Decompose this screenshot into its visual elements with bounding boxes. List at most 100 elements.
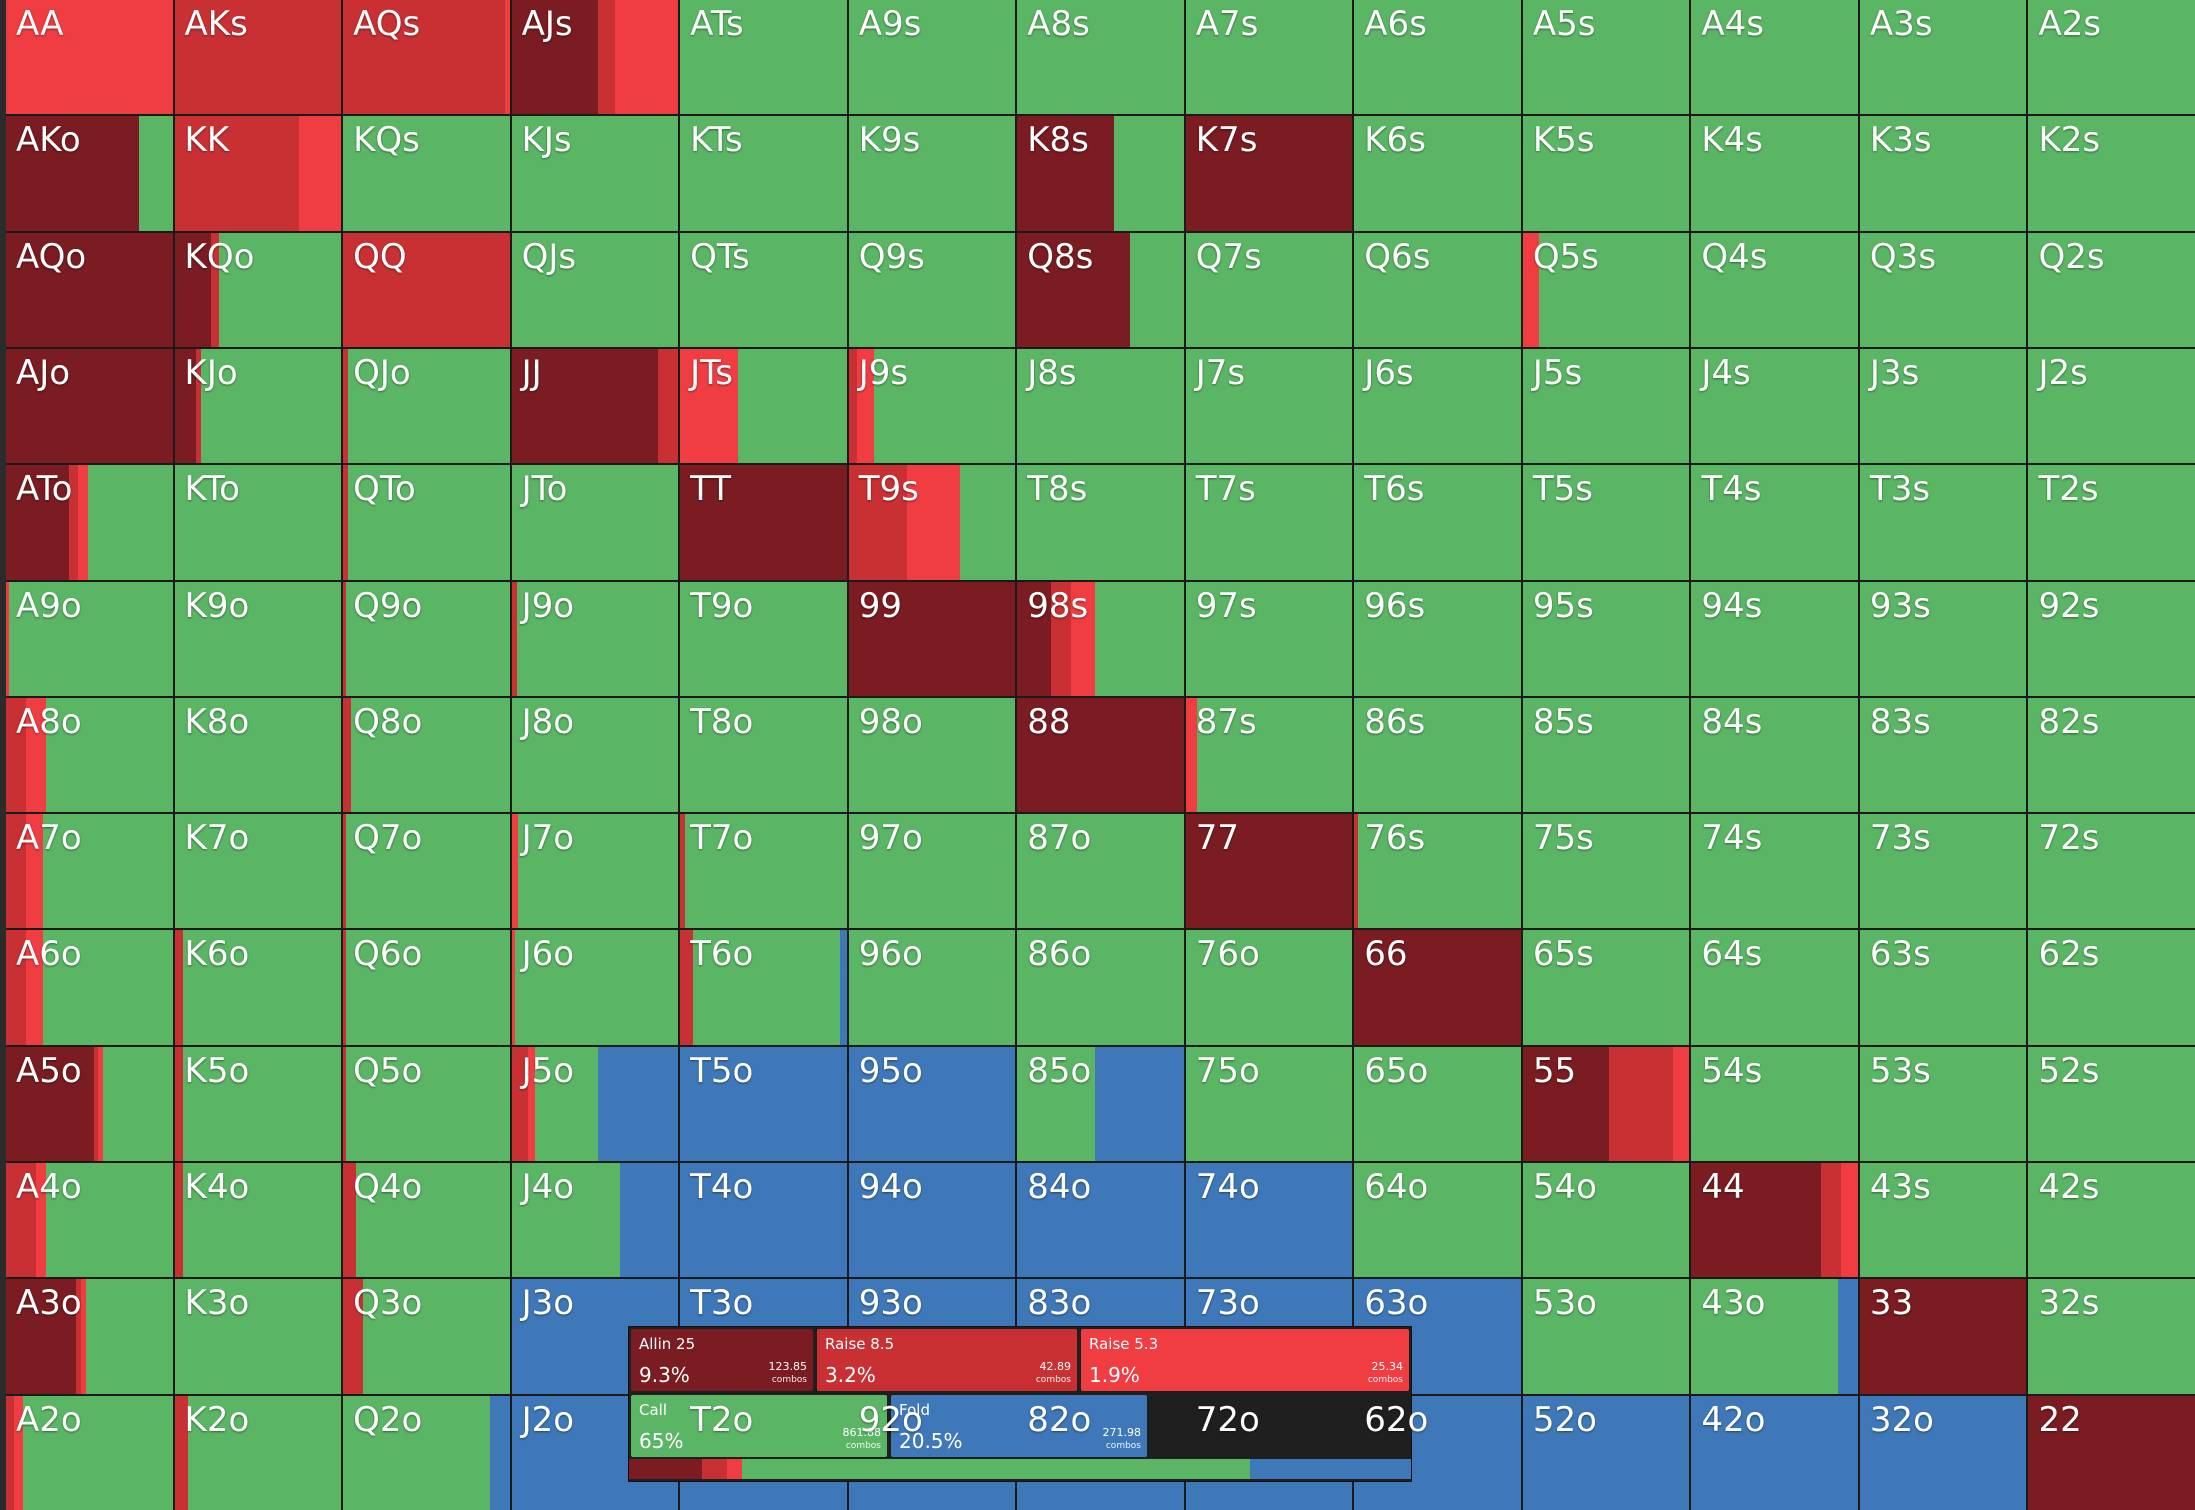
hand-cell[interactable]: 42o bbox=[1691, 1395, 1858, 1510]
hand-cell[interactable]: T6o bbox=[680, 930, 847, 1045]
hand-cell[interactable]: J8s bbox=[1017, 348, 1184, 464]
hand-cell[interactable]: 52s bbox=[2028, 1046, 2195, 1162]
hand-cell[interactable]: 43o bbox=[1691, 1279, 1858, 1394]
hand-cell[interactable]: 77 bbox=[1185, 814, 1353, 929]
hand-cell[interactable]: J5o bbox=[511, 1046, 679, 1162]
hand-cell[interactable]: 64s bbox=[1691, 930, 1858, 1045]
hand-cell[interactable]: KJo bbox=[174, 348, 342, 464]
hand-cell[interactable]: T5o bbox=[680, 1046, 847, 1162]
hand-cell[interactable]: 32o bbox=[1859, 1395, 2027, 1510]
hand-cell[interactable]: KK bbox=[174, 116, 342, 231]
hand-cell[interactable]: 76s bbox=[1354, 814, 1521, 929]
hand-cell[interactable]: 86o bbox=[1017, 930, 1184, 1045]
hand-cell[interactable]: 95o bbox=[848, 1046, 1016, 1162]
hand-cell[interactable]: 94o bbox=[848, 1163, 1016, 1278]
hand-cell[interactable]: Q2s bbox=[2028, 232, 2195, 347]
hand-cell[interactable]: 87s bbox=[1185, 697, 1353, 813]
hand-cell[interactable]: 96s bbox=[1354, 581, 1521, 696]
hand-cell[interactable]: 96o bbox=[848, 930, 1016, 1045]
hand-cell[interactable]: 52o bbox=[1522, 1395, 1690, 1510]
hand-cell[interactable]: 84s bbox=[1691, 697, 1858, 813]
hand-cell[interactable]: QTo bbox=[343, 465, 510, 580]
hand-cell[interactable]: 86s bbox=[1354, 697, 1521, 813]
hand-cell[interactable]: 22 bbox=[2028, 1395, 2195, 1510]
hand-cell[interactable]: K7s bbox=[1185, 116, 1353, 231]
hand-cell[interactable]: K6s bbox=[1354, 116, 1521, 231]
hand-cell[interactable]: ATs bbox=[680, 0, 847, 115]
hand-cell[interactable]: 75o bbox=[1185, 1046, 1353, 1162]
hand-cell[interactable]: T4s bbox=[1691, 465, 1858, 580]
hand-cell[interactable]: 95s bbox=[1522, 581, 1690, 696]
hand-cell[interactable]: 98o bbox=[848, 697, 1016, 813]
hand-cell[interactable]: QQ bbox=[343, 232, 510, 347]
hand-cell[interactable]: 97s bbox=[1185, 581, 1353, 696]
hand-cell[interactable]: 84o bbox=[1017, 1163, 1184, 1278]
hand-cell[interactable]: T3s bbox=[1859, 465, 2027, 580]
hand-cell[interactable]: 74s bbox=[1691, 814, 1858, 929]
hand-cell[interactable]: K3s bbox=[1859, 116, 2027, 231]
hand-cell[interactable]: KQo bbox=[174, 232, 342, 347]
hand-cell[interactable]: TT bbox=[680, 465, 847, 580]
hand-cell[interactable]: J9o bbox=[511, 581, 679, 696]
hand-cell[interactable]: Q4o bbox=[343, 1163, 510, 1278]
hand-cell[interactable]: 53s bbox=[1859, 1046, 2027, 1162]
hand-cell[interactable]: 54o bbox=[1522, 1163, 1690, 1278]
hand-cell[interactable]: K2s bbox=[2028, 116, 2195, 231]
hand-cell[interactable]: A8s bbox=[1017, 0, 1184, 115]
hand-cell[interactable]: 94s bbox=[1691, 581, 1858, 696]
hand-cell[interactable]: 97o bbox=[848, 814, 1016, 929]
hand-cell[interactable]: J2s bbox=[2028, 348, 2195, 464]
hand-cell[interactable]: A9o bbox=[6, 581, 173, 696]
hand-cell[interactable]: 72s bbox=[2028, 814, 2195, 929]
hand-cell[interactable]: 75s bbox=[1522, 814, 1690, 929]
action-fold-box[interactable]: Fold 20.5% 271.98 combos bbox=[891, 1395, 1147, 1457]
hand-cell[interactable]: T6s bbox=[1354, 465, 1521, 580]
hand-cell[interactable]: Q5o bbox=[343, 1046, 510, 1162]
hand-cell[interactable]: 99 bbox=[848, 581, 1016, 696]
hand-cell[interactable]: T7s bbox=[1185, 465, 1353, 580]
action-allin-box[interactable]: Allin 25 9.3% 123.85 combos bbox=[631, 1329, 813, 1391]
hand-cell[interactable]: 87o bbox=[1017, 814, 1184, 929]
hand-cell[interactable]: JTs bbox=[680, 348, 847, 464]
hand-cell[interactable]: K2o bbox=[174, 1395, 342, 1510]
hand-cell[interactable]: ATo bbox=[6, 465, 173, 580]
hand-cell[interactable]: J6s bbox=[1354, 348, 1521, 464]
hand-cell[interactable]: K3o bbox=[174, 1279, 342, 1394]
hand-cell[interactable]: J4o bbox=[511, 1163, 679, 1278]
hand-cell[interactable]: 65o bbox=[1354, 1046, 1521, 1162]
hand-cell[interactable]: AQs bbox=[343, 0, 510, 115]
hand-cell[interactable]: AA bbox=[6, 0, 173, 115]
hand-cell[interactable]: 43s bbox=[1859, 1163, 2027, 1278]
hand-cell[interactable]: 54s bbox=[1691, 1046, 1858, 1162]
hand-cell[interactable]: A7o bbox=[6, 814, 173, 929]
hand-cell[interactable]: T2s bbox=[2028, 465, 2195, 580]
hand-cell[interactable]: Q6s bbox=[1354, 232, 1521, 347]
hand-cell[interactable]: K6o bbox=[174, 930, 342, 1045]
hand-cell[interactable]: T4o bbox=[680, 1163, 847, 1278]
hand-cell[interactable]: J9s bbox=[848, 348, 1016, 464]
hand-cell[interactable]: 82s bbox=[2028, 697, 2195, 813]
hand-cell[interactable]: Q6o bbox=[343, 930, 510, 1045]
hand-cell[interactable]: Q7s bbox=[1185, 232, 1353, 347]
hand-cell[interactable]: 44 bbox=[1691, 1163, 1858, 1278]
hand-cell[interactable]: KTs bbox=[680, 116, 847, 231]
hand-cell[interactable]: 76o bbox=[1185, 930, 1353, 1045]
hand-cell[interactable]: A7s bbox=[1185, 0, 1353, 115]
hand-cell[interactable]: A4o bbox=[6, 1163, 173, 1278]
hand-cell[interactable]: A3o bbox=[6, 1279, 173, 1394]
hand-cell[interactable]: J6o bbox=[511, 930, 679, 1045]
hand-cell[interactable]: KQs bbox=[343, 116, 510, 231]
hand-cell[interactable]: Q5s bbox=[1522, 232, 1690, 347]
hand-cell[interactable]: T7o bbox=[680, 814, 847, 929]
hand-cell[interactable]: T9o bbox=[680, 581, 847, 696]
hand-cell[interactable]: AJo bbox=[6, 348, 173, 464]
hand-cell[interactable]: 85o bbox=[1017, 1046, 1184, 1162]
hand-cell[interactable]: T5s bbox=[1522, 465, 1690, 580]
hand-cell[interactable]: 85s bbox=[1522, 697, 1690, 813]
hand-cell[interactable]: A4s bbox=[1691, 0, 1858, 115]
hand-cell[interactable]: 98s bbox=[1017, 581, 1184, 696]
hand-cell[interactable]: J4s bbox=[1691, 348, 1858, 464]
hand-cell[interactable]: KTo bbox=[174, 465, 342, 580]
hand-cell[interactable]: AQo bbox=[6, 232, 173, 347]
hand-cell[interactable]: Q3s bbox=[1859, 232, 2027, 347]
